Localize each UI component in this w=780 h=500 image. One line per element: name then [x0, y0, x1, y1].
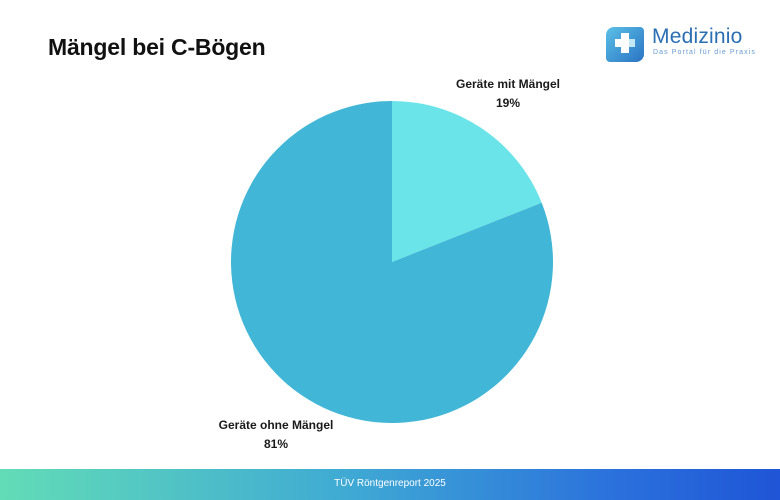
logo-tagline: Das Portal für die Praxis: [653, 49, 756, 56]
footer-bar: TÜV Röntgenreport 2025: [0, 469, 780, 500]
slice-value-label: 19%: [496, 96, 520, 110]
chart-title: Mängel bei C-Bögen: [48, 34, 266, 60]
logo-name: Medizinio: [652, 25, 743, 48]
slice-with-defects: [392, 101, 542, 262]
medizinio-logo: Medizinio Das Portal für die Praxis: [606, 24, 756, 64]
pie-chart: Geräte mit Mängel 19% Geräte ohne Mängel 81…: [219, 77, 560, 451]
footer-source: TÜV Röntgenreport 2025: [334, 478, 446, 489]
slice-value-label: 81%: [264, 437, 288, 451]
slice-without-defects: [231, 101, 554, 424]
slice-label: Geräte ohne Mängel: [219, 418, 334, 432]
slice-label: Geräte mit Mängel: [456, 77, 560, 91]
medical-cross-icon: [606, 27, 644, 62]
